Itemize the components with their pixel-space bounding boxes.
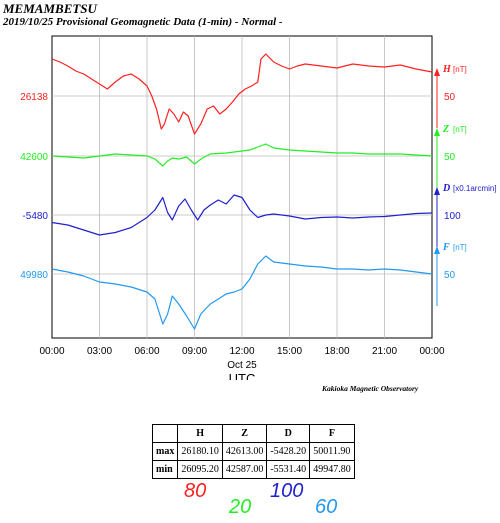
scale-arrow-head — [434, 246, 440, 254]
stats-row-min: min 26095.20 42587.00 -5531.40 49947.80 — [151, 460, 355, 479]
stats-header-h: H — [177, 424, 223, 443]
station-title: MEMAMBETSU — [3, 1, 97, 16]
x-tick-label: 06:00 — [134, 346, 159, 357]
x-tick-label: 03:00 — [87, 346, 112, 357]
stats-header-d: D — [266, 424, 311, 443]
series-unit-label: [x0.1arcmin] — [453, 184, 497, 193]
series-name-label: F — [442, 242, 450, 253]
series-scale-label: 50 — [444, 152, 456, 163]
stats-cell: -5531.40 — [266, 460, 311, 479]
series-baseline-label: 49980 — [20, 270, 48, 281]
scale-arrow-head — [434, 187, 440, 195]
stats-row-max: max 26180.10 42613.00 -5428.20 50011.90 — [151, 442, 355, 461]
stats-row-label: min — [151, 460, 179, 479]
stats-header-f: F — [309, 424, 355, 443]
series-unit-label: [nT] — [453, 65, 467, 74]
x-axis-label: UTC — [229, 371, 256, 380]
scale-note-f: 60 — [315, 496, 338, 518]
series-scale-label: 50 — [444, 270, 456, 281]
stats-table: H Z D F max 26180.10 42613.00 -5428.20 5… — [151, 424, 355, 479]
stats-cell: 26180.10 — [177, 442, 223, 461]
x-date-label: Oct 25 — [227, 360, 257, 371]
x-tick-label: 15:00 — [277, 346, 302, 357]
series-unit-label: [nT] — [453, 243, 467, 252]
scale-note-z: 20 — [229, 496, 252, 518]
series-name-label: H — [442, 64, 452, 75]
stats-cell: 49947.80 — [309, 460, 355, 479]
stats-header-corner — [151, 424, 179, 443]
scale-note-d: 100 — [270, 480, 304, 502]
stats-cell: -5428.20 — [266, 442, 311, 461]
chart-subtitle: 2019/10/25 Provisional Geomagnetic Data … — [3, 16, 283, 28]
series-baseline-label: 42600 — [20, 152, 48, 163]
stats-cell: 42587.00 — [221, 460, 268, 479]
scale-arrow-head — [434, 68, 440, 76]
series-unit-label: [nT] — [453, 125, 467, 134]
x-tick-label: 18:00 — [324, 346, 349, 357]
x-tick-label: 12:00 — [229, 346, 254, 357]
x-tick-label: 00:00 — [419, 346, 444, 357]
stats-cell: 26095.20 — [177, 460, 223, 479]
series-name-label: Z — [442, 124, 449, 135]
geomagnetic-chart: 00:00 03:00 06:00 09:00 12:00 15:00 18:00 21:00… — [20, 35, 497, 380]
series-baseline-label: 26138 — [20, 92, 48, 103]
series-line-f — [51, 255, 433, 330]
scale-arrow-head — [434, 128, 440, 136]
series-name-label: D — [442, 183, 450, 194]
series-baseline-label: -5480 — [22, 211, 48, 222]
stats-cell: 50011.90 — [309, 442, 355, 461]
series-line-h — [51, 53, 433, 135]
series-scale-label: 50 — [444, 92, 456, 103]
stats-header-z: Z — [221, 424, 268, 443]
x-tick-label: 09:00 — [182, 346, 207, 357]
stats-row-label: max — [151, 442, 179, 461]
stats-cell: 42613.00 — [221, 442, 268, 461]
series-scale-label: 100 — [444, 211, 461, 222]
series-line-d — [51, 194, 433, 236]
x-tick-label: 00:00 — [39, 346, 64, 357]
series-line-z — [51, 143, 433, 167]
x-tick-label: 21:00 — [372, 346, 397, 357]
observatory-credit: Kakioka Magnetic Observatory — [322, 384, 419, 393]
stats-header-row: H Z D F — [151, 424, 355, 443]
scale-note-h: 80 — [184, 480, 207, 502]
